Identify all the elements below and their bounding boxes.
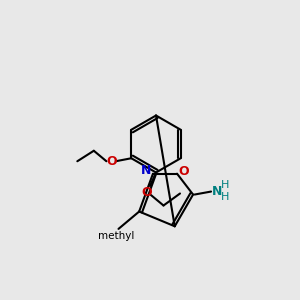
Text: O: O	[178, 165, 189, 178]
Text: H: H	[221, 180, 230, 190]
Text: O: O	[106, 155, 117, 168]
Text: N: N	[141, 164, 152, 177]
Text: H: H	[221, 192, 230, 202]
Text: N: N	[212, 185, 222, 198]
Text: methyl: methyl	[98, 231, 134, 241]
Text: O: O	[142, 185, 152, 199]
